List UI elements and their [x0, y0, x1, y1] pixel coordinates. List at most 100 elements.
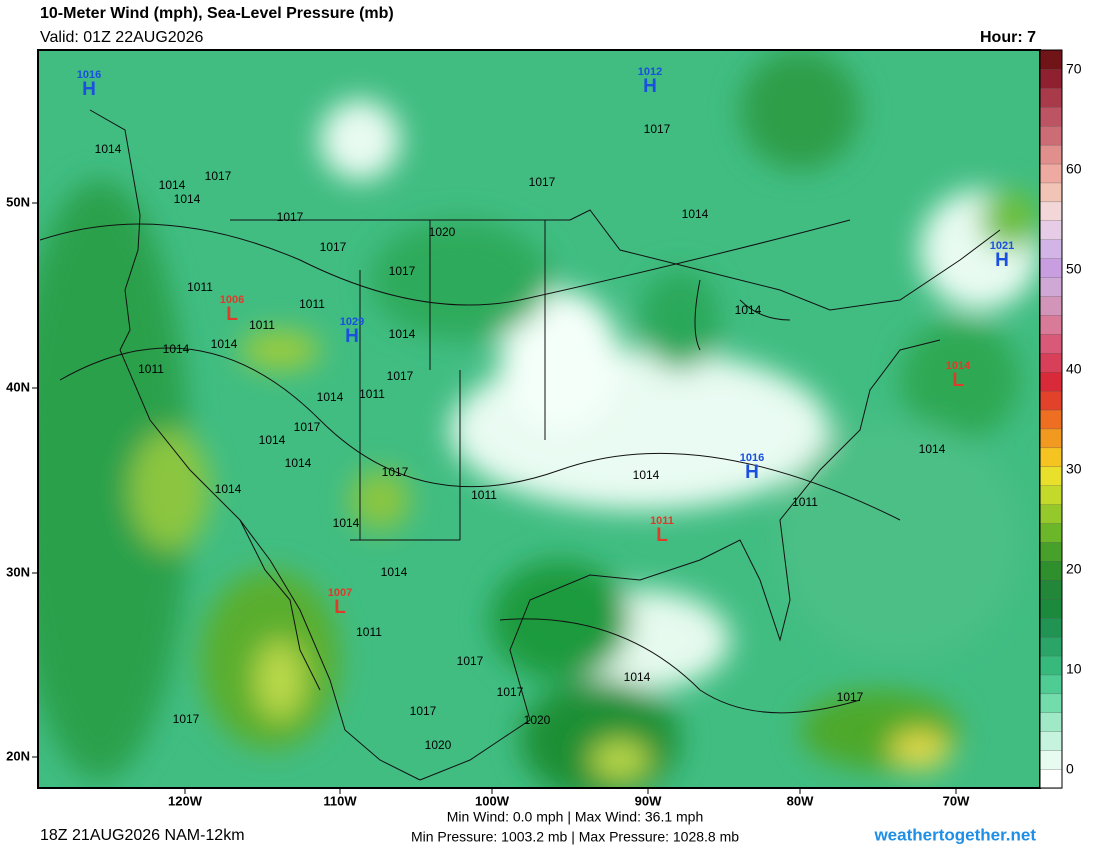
center-letter: L	[656, 525, 668, 546]
isobar-label: 1020	[425, 738, 452, 752]
colorbar-segment	[1039, 768, 1063, 789]
map: 1016H1012H1021H1029H1016H1006L1014L1011L…	[38, 50, 1040, 788]
isobar-label: 1011	[356, 625, 382, 639]
forecast-hour: Hour: 7	[980, 29, 1036, 46]
colorbar-segment	[1039, 731, 1063, 751]
isobar-label: 1014	[682, 207, 709, 221]
colorbar-segment	[1039, 428, 1063, 449]
colorbar-segment	[1039, 49, 1063, 70]
colorbar-segment	[1039, 522, 1063, 543]
isobar-label: 1011	[471, 488, 497, 502]
lat-label: 20N	[6, 748, 30, 763]
isobar-label: 1011	[359, 387, 385, 401]
colorbar-label: 30	[1066, 461, 1082, 477]
lon-label: 120W	[168, 793, 203, 808]
isobar-label: 1017	[529, 175, 556, 189]
colorbar-segment	[1039, 636, 1063, 657]
lon-label: 70W	[943, 793, 970, 808]
colorbar-segment	[1039, 674, 1063, 695]
lon-label: 90W	[635, 793, 662, 808]
isobar-label: 1011	[187, 280, 213, 294]
colorbar-segment	[1039, 352, 1063, 373]
lat-label: 50N	[6, 194, 30, 209]
colorbar-segment	[1039, 163, 1063, 184]
colorbar-segment	[1039, 201, 1063, 221]
colorbar-label: 40	[1066, 361, 1082, 377]
colorbar-label: 70	[1066, 61, 1082, 77]
colorbar-segment	[1039, 220, 1063, 240]
isobar-label: 1020	[524, 713, 551, 727]
center-letter: H	[345, 326, 359, 347]
isobar-label: 1017	[205, 169, 232, 183]
colorbar-segment	[1039, 617, 1063, 638]
isobar-label: 1017	[410, 704, 437, 718]
colorbar-segment	[1039, 541, 1063, 562]
colorbar-segment	[1039, 712, 1063, 732]
colorbar-segment	[1039, 295, 1063, 316]
colorbar-segment	[1039, 750, 1063, 770]
center-letter: H	[643, 76, 657, 97]
pressure-stats: Min Pressure: 1003.2 mb | Max Pressure: …	[411, 829, 739, 845]
colorbar-segment	[1039, 447, 1063, 467]
isobar-label: 1017	[389, 264, 416, 278]
isobar-label: 1014	[624, 670, 651, 684]
center-letter: L	[952, 370, 964, 391]
colorbar-frame	[1039, 49, 1063, 789]
colorbar-label: 20	[1066, 561, 1082, 577]
isobar-label: 1014	[159, 178, 186, 192]
isobar-label: 1014	[215, 482, 242, 496]
isobar-label: 1020	[429, 225, 456, 239]
isobar-label: 1011	[249, 318, 275, 332]
isobar-label: 1017	[457, 654, 484, 668]
isobar-label: 1014	[381, 565, 408, 579]
lon-label: 80W	[787, 793, 814, 808]
colorbar-segment	[1039, 106, 1063, 127]
colorbar-segment	[1039, 314, 1063, 335]
colorbar-segment	[1039, 466, 1063, 486]
isobar-label: 1017	[644, 122, 671, 136]
lon-label: 100W	[475, 793, 510, 808]
isobar-label: 1014	[633, 468, 660, 482]
boundaries	[39, 109, 1001, 781]
center-letter: H	[745, 462, 759, 483]
colorbar-segment	[1039, 579, 1063, 600]
colorbar-segment	[1039, 68, 1063, 89]
center-value: 1006	[220, 294, 244, 306]
center-letter: H	[82, 79, 96, 100]
colorbar-segment	[1039, 276, 1063, 297]
center-letter: L	[226, 304, 238, 325]
valid-time: Valid: 01Z 22AUG2026	[40, 29, 203, 46]
isobar-label: 1014	[259, 433, 286, 447]
isobar-label: 1017	[277, 210, 304, 224]
isobar-label: 1014	[919, 442, 946, 456]
colorbar-segment	[1039, 485, 1063, 505]
colorbar-segment	[1039, 409, 1063, 430]
colorbar-segment	[1039, 239, 1063, 259]
colorbar-segment	[1039, 182, 1063, 203]
colorbar-label: 50	[1066, 261, 1082, 277]
colorbar-label: 10	[1066, 661, 1082, 677]
isobar-label: 1017	[294, 420, 321, 434]
isobar-label: 1014	[163, 342, 190, 356]
colorbar-segment	[1039, 598, 1063, 619]
colorbar-segment	[1039, 390, 1063, 411]
isobar-label: 1017	[497, 685, 524, 699]
colorbar-segment	[1039, 693, 1063, 713]
isobar-label: 1014	[389, 327, 416, 341]
colorbar-segment	[1039, 87, 1063, 108]
isobar-label: 1014	[174, 192, 201, 206]
lat-label: 40N	[6, 379, 30, 394]
colorbar-segment	[1039, 504, 1063, 524]
center-letter: H	[995, 250, 1009, 271]
model-run: 18Z 21AUG2026 NAM-12km	[40, 827, 245, 844]
lat-label: 30N	[6, 564, 30, 579]
colorbar-segment	[1039, 560, 1063, 581]
isobar-label: 1017	[382, 465, 409, 479]
center-letter: L	[334, 597, 346, 618]
colorbar-segment	[1039, 655, 1063, 676]
isobar-label: 1014	[317, 390, 344, 404]
isobar-label: 1017	[387, 369, 414, 383]
site-link[interactable]: weathertogether.net	[873, 825, 1036, 844]
isobar-label: 1017	[320, 240, 347, 254]
center-value: 1007	[328, 587, 352, 599]
